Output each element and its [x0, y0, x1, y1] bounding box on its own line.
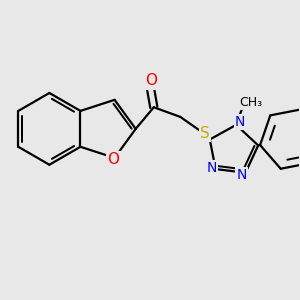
Text: N: N [206, 161, 217, 175]
Text: N: N [235, 115, 245, 129]
Text: O: O [145, 74, 157, 88]
Text: O: O [107, 152, 119, 167]
Text: CH₃: CH₃ [239, 96, 263, 109]
Text: N: N [236, 168, 247, 182]
Text: S: S [200, 126, 210, 141]
